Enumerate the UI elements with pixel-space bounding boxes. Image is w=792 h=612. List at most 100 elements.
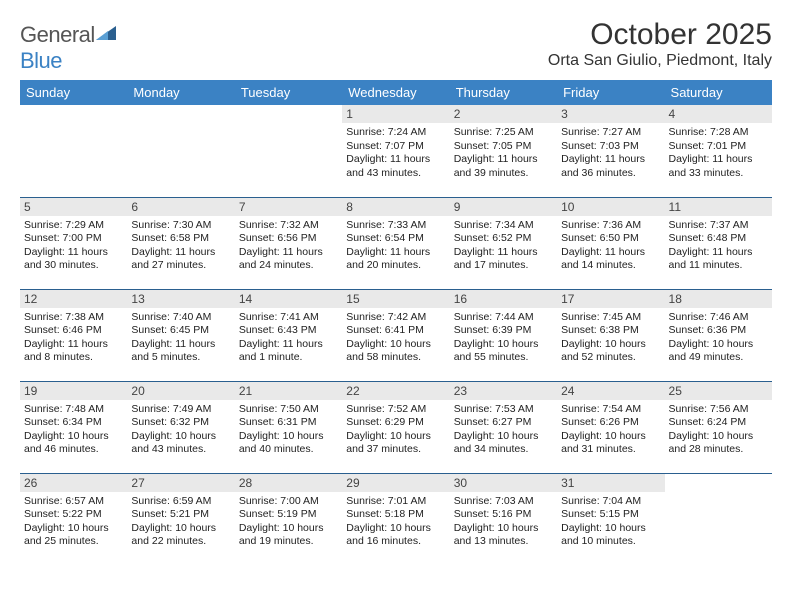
day-number: 24 bbox=[557, 382, 664, 400]
day-number: 10 bbox=[557, 198, 664, 216]
calendar-day-cell: 19Sunrise: 7:48 AMSunset: 6:34 PMDayligh… bbox=[20, 381, 127, 473]
calendar-day-cell: 31 Sunrise: 7:04 AMSunset: 5:15 PMDayligh… bbox=[557, 473, 664, 565]
day-number: 16 bbox=[450, 290, 557, 308]
calendar-day-cell: 28 Sunrise: 7:00 AMSunset: 5:19 PMDayligh… bbox=[235, 473, 342, 565]
logo: GeneralBlue bbox=[20, 22, 116, 74]
logo-word-1: General bbox=[20, 22, 95, 47]
day-info: Sunrise: 7:25 AMSunset: 7:05 PMDaylight:… bbox=[454, 126, 553, 181]
logo-mark-icon bbox=[96, 22, 116, 48]
calendar-day-cell: 2 Sunrise: 7:25 AMSunset: 7:05 PMDaylight… bbox=[450, 105, 557, 197]
day-info: Sunrise: 7:41 AMSunset: 6:43 PMDaylight:… bbox=[239, 311, 338, 366]
day-number: 31 bbox=[557, 474, 664, 492]
calendar-day-cell: 6Sunrise: 7:30 AMSunset: 6:58 PMDaylight… bbox=[127, 197, 234, 289]
calendar-day-cell: 23 Sunrise: 7:53 AMSunset: 6:27 PMDayligh… bbox=[450, 381, 557, 473]
day-number: 22 bbox=[342, 382, 449, 400]
calendar-day-cell: 17 Sunrise: 7:45 AMSunset: 6:38 PMDayligh… bbox=[557, 289, 664, 381]
day-number: 29 bbox=[342, 474, 449, 492]
calendar-day-cell: 1 Sunrise: 7:24 AMSunset: 7:07 PMDaylight… bbox=[342, 105, 449, 197]
calendar-day-cell: 14 Sunrise: 7:41 AMSunset: 6:43 PMDayligh… bbox=[235, 289, 342, 381]
calendar-week-row: 1 Sunrise: 7:24 AMSunset: 7:07 PMDaylight… bbox=[20, 105, 772, 197]
day-info: Sunrise: 7:28 AMSunset: 7:01 PMDaylight:… bbox=[669, 126, 768, 181]
day-info: Sunrise: 7:24 AMSunset: 7:07 PMDaylight:… bbox=[346, 126, 445, 181]
location-subtitle: Orta San Giulio, Piedmont, Italy bbox=[548, 52, 772, 70]
day-number: 25 bbox=[665, 382, 772, 400]
day-info: Sunrise: 7:45 AMSunset: 6:38 PMDaylight:… bbox=[561, 311, 660, 366]
calendar-day-cell: 27 Sunrise: 6:59 AMSunset: 5:21 PMDayligh… bbox=[127, 473, 234, 565]
day-info: Sunrise: 7:54 AMSunset: 6:26 PMDaylight:… bbox=[561, 403, 660, 458]
calendar-day-cell: 12Sunrise: 7:38 AMSunset: 6:46 PMDayligh… bbox=[20, 289, 127, 381]
calendar-day-cell: 9 Sunrise: 7:34 AMSunset: 6:52 PMDaylight… bbox=[450, 197, 557, 289]
day-info: Sunrise: 7:04 AMSunset: 5:15 PMDaylight:… bbox=[561, 495, 660, 550]
calendar-week-row: 5 Sunrise: 7:29 AMSunset: 7:00 PMDaylight… bbox=[20, 197, 772, 289]
calendar-header-row: SundayMondayTuesdayWednesdayThursdayFrid… bbox=[20, 80, 772, 105]
day-info: Sunrise: 7:52 AMSunset: 6:29 PMDaylight:… bbox=[346, 403, 445, 458]
day-number: 11 bbox=[665, 198, 772, 216]
day-number: 20 bbox=[127, 382, 234, 400]
calendar-week-row: 26 Sunrise: 6:57 AMSunset: 5:22 PMDayligh… bbox=[20, 473, 772, 565]
day-number: 27 bbox=[127, 474, 234, 492]
calendar-body: 1 Sunrise: 7:24 AMSunset: 7:07 PMDaylight… bbox=[20, 105, 772, 565]
logo-text: GeneralBlue bbox=[20, 22, 116, 74]
day-number: 17 bbox=[557, 290, 664, 308]
day-info: Sunrise: 7:00 AMSunset: 5:19 PMDaylight:… bbox=[239, 495, 338, 550]
calendar-day-cell: 3Sunrise: 7:27 AMSunset: 7:03 PMDaylight… bbox=[557, 105, 664, 197]
calendar-day-cell: 13 Sunrise: 7:40 AMSunset: 6:45 PMDayligh… bbox=[127, 289, 234, 381]
day-number: 21 bbox=[235, 382, 342, 400]
day-info: Sunrise: 7:50 AMSunset: 6:31 PMDaylight:… bbox=[239, 403, 338, 458]
day-info: Sunrise: 7:32 AMSunset: 6:56 PMDaylight:… bbox=[239, 219, 338, 274]
day-info: Sunrise: 7:49 AMSunset: 6:32 PMDaylight:… bbox=[131, 403, 230, 458]
day-info: Sunrise: 7:42 AMSunset: 6:41 PMDaylight:… bbox=[346, 311, 445, 366]
day-number: 23 bbox=[450, 382, 557, 400]
day-number: 7 bbox=[235, 198, 342, 216]
day-info: Sunrise: 6:57 AMSunset: 5:22 PMDaylight:… bbox=[24, 495, 123, 550]
weekday-header: Thursday bbox=[450, 80, 557, 105]
day-info: Sunrise: 7:53 AMSunset: 6:27 PMDaylight:… bbox=[454, 403, 553, 458]
day-info: Sunrise: 7:34 AMSunset: 6:52 PMDaylight:… bbox=[454, 219, 553, 274]
day-number: 5 bbox=[20, 198, 127, 216]
calendar-day-cell: 16 Sunrise: 7:44 AMSunset: 6:39 PMDayligh… bbox=[450, 289, 557, 381]
calendar-day-cell: 22 Sunrise: 7:52 AMSunset: 6:29 PMDayligh… bbox=[342, 381, 449, 473]
day-number: 15 bbox=[342, 290, 449, 308]
day-number: 9 bbox=[450, 198, 557, 216]
day-number: 26 bbox=[20, 474, 127, 492]
day-info: Sunrise: 7:29 AMSunset: 7:00 PMDaylight:… bbox=[24, 219, 123, 274]
day-number: 4 bbox=[665, 105, 772, 123]
calendar-day-cell: 20 Sunrise: 7:49 AMSunset: 6:32 PMDayligh… bbox=[127, 381, 234, 473]
title-block: October 2025 Orta San Giulio, Piedmont, … bbox=[548, 18, 772, 70]
weekday-header: Sunday bbox=[20, 80, 127, 105]
day-info: Sunrise: 7:46 AMSunset: 6:36 PMDaylight:… bbox=[669, 311, 768, 366]
calendar-day-cell: 15 Sunrise: 7:42 AMSunset: 6:41 PMDayligh… bbox=[342, 289, 449, 381]
day-info: Sunrise: 7:01 AMSunset: 5:18 PMDaylight:… bbox=[346, 495, 445, 550]
calendar-day-cell: 25 Sunrise: 7:56 AMSunset: 6:24 PMDayligh… bbox=[665, 381, 772, 473]
calendar-day-cell: 4 Sunrise: 7:28 AMSunset: 7:01 PMDaylight… bbox=[665, 105, 772, 197]
calendar-day-cell: 18Sunrise: 7:46 AMSunset: 6:36 PMDayligh… bbox=[665, 289, 772, 381]
day-info: Sunrise: 6:59 AMSunset: 5:21 PMDaylight:… bbox=[131, 495, 230, 550]
calendar-day-cell bbox=[665, 473, 772, 565]
weekday-header: Saturday bbox=[665, 80, 772, 105]
day-info: Sunrise: 7:37 AMSunset: 6:48 PMDaylight:… bbox=[669, 219, 768, 274]
header: GeneralBlue October 2025 Orta San Giulio… bbox=[20, 18, 772, 74]
day-info: Sunrise: 7:56 AMSunset: 6:24 PMDaylight:… bbox=[669, 403, 768, 458]
day-info: Sunrise: 7:27 AMSunset: 7:03 PMDaylight:… bbox=[561, 126, 660, 181]
day-info: Sunrise: 7:03 AMSunset: 5:16 PMDaylight:… bbox=[454, 495, 553, 550]
calendar-day-cell: 29 Sunrise: 7:01 AMSunset: 5:18 PMDayligh… bbox=[342, 473, 449, 565]
calendar-day-cell: 21 Sunrise: 7:50 AMSunset: 6:31 PMDayligh… bbox=[235, 381, 342, 473]
calendar-day-cell: 24 Sunrise: 7:54 AMSunset: 6:26 PMDayligh… bbox=[557, 381, 664, 473]
calendar-week-row: 19Sunrise: 7:48 AMSunset: 6:34 PMDayligh… bbox=[20, 381, 772, 473]
day-info: Sunrise: 7:44 AMSunset: 6:39 PMDaylight:… bbox=[454, 311, 553, 366]
day-number: 2 bbox=[450, 105, 557, 123]
weekday-header: Monday bbox=[127, 80, 234, 105]
weekday-header: Tuesday bbox=[235, 80, 342, 105]
calendar-day-cell: 8Sunrise: 7:33 AMSunset: 6:54 PMDaylight… bbox=[342, 197, 449, 289]
day-number: 1 bbox=[342, 105, 449, 123]
calendar-day-cell: 11 Sunrise: 7:37 AMSunset: 6:48 PMDayligh… bbox=[665, 197, 772, 289]
calendar-day-cell: 30Sunrise: 7:03 AMSunset: 5:16 PMDayligh… bbox=[450, 473, 557, 565]
day-number: 12 bbox=[20, 290, 127, 308]
day-number: 28 bbox=[235, 474, 342, 492]
calendar-day-cell: 26 Sunrise: 6:57 AMSunset: 5:22 PMDayligh… bbox=[20, 473, 127, 565]
calendar-day-cell: 10Sunrise: 7:36 AMSunset: 6:50 PMDayligh… bbox=[557, 197, 664, 289]
day-number: 14 bbox=[235, 290, 342, 308]
day-info: Sunrise: 7:30 AMSunset: 6:58 PMDaylight:… bbox=[131, 219, 230, 274]
day-number: 13 bbox=[127, 290, 234, 308]
day-info: Sunrise: 7:40 AMSunset: 6:45 PMDaylight:… bbox=[131, 311, 230, 366]
